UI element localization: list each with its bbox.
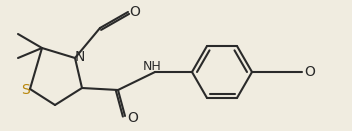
Text: NH: NH bbox=[143, 59, 161, 72]
Text: O: O bbox=[127, 111, 138, 125]
Text: S: S bbox=[21, 83, 30, 97]
Text: O: O bbox=[304, 65, 315, 79]
Text: N: N bbox=[75, 50, 85, 64]
Text: O: O bbox=[130, 5, 140, 19]
